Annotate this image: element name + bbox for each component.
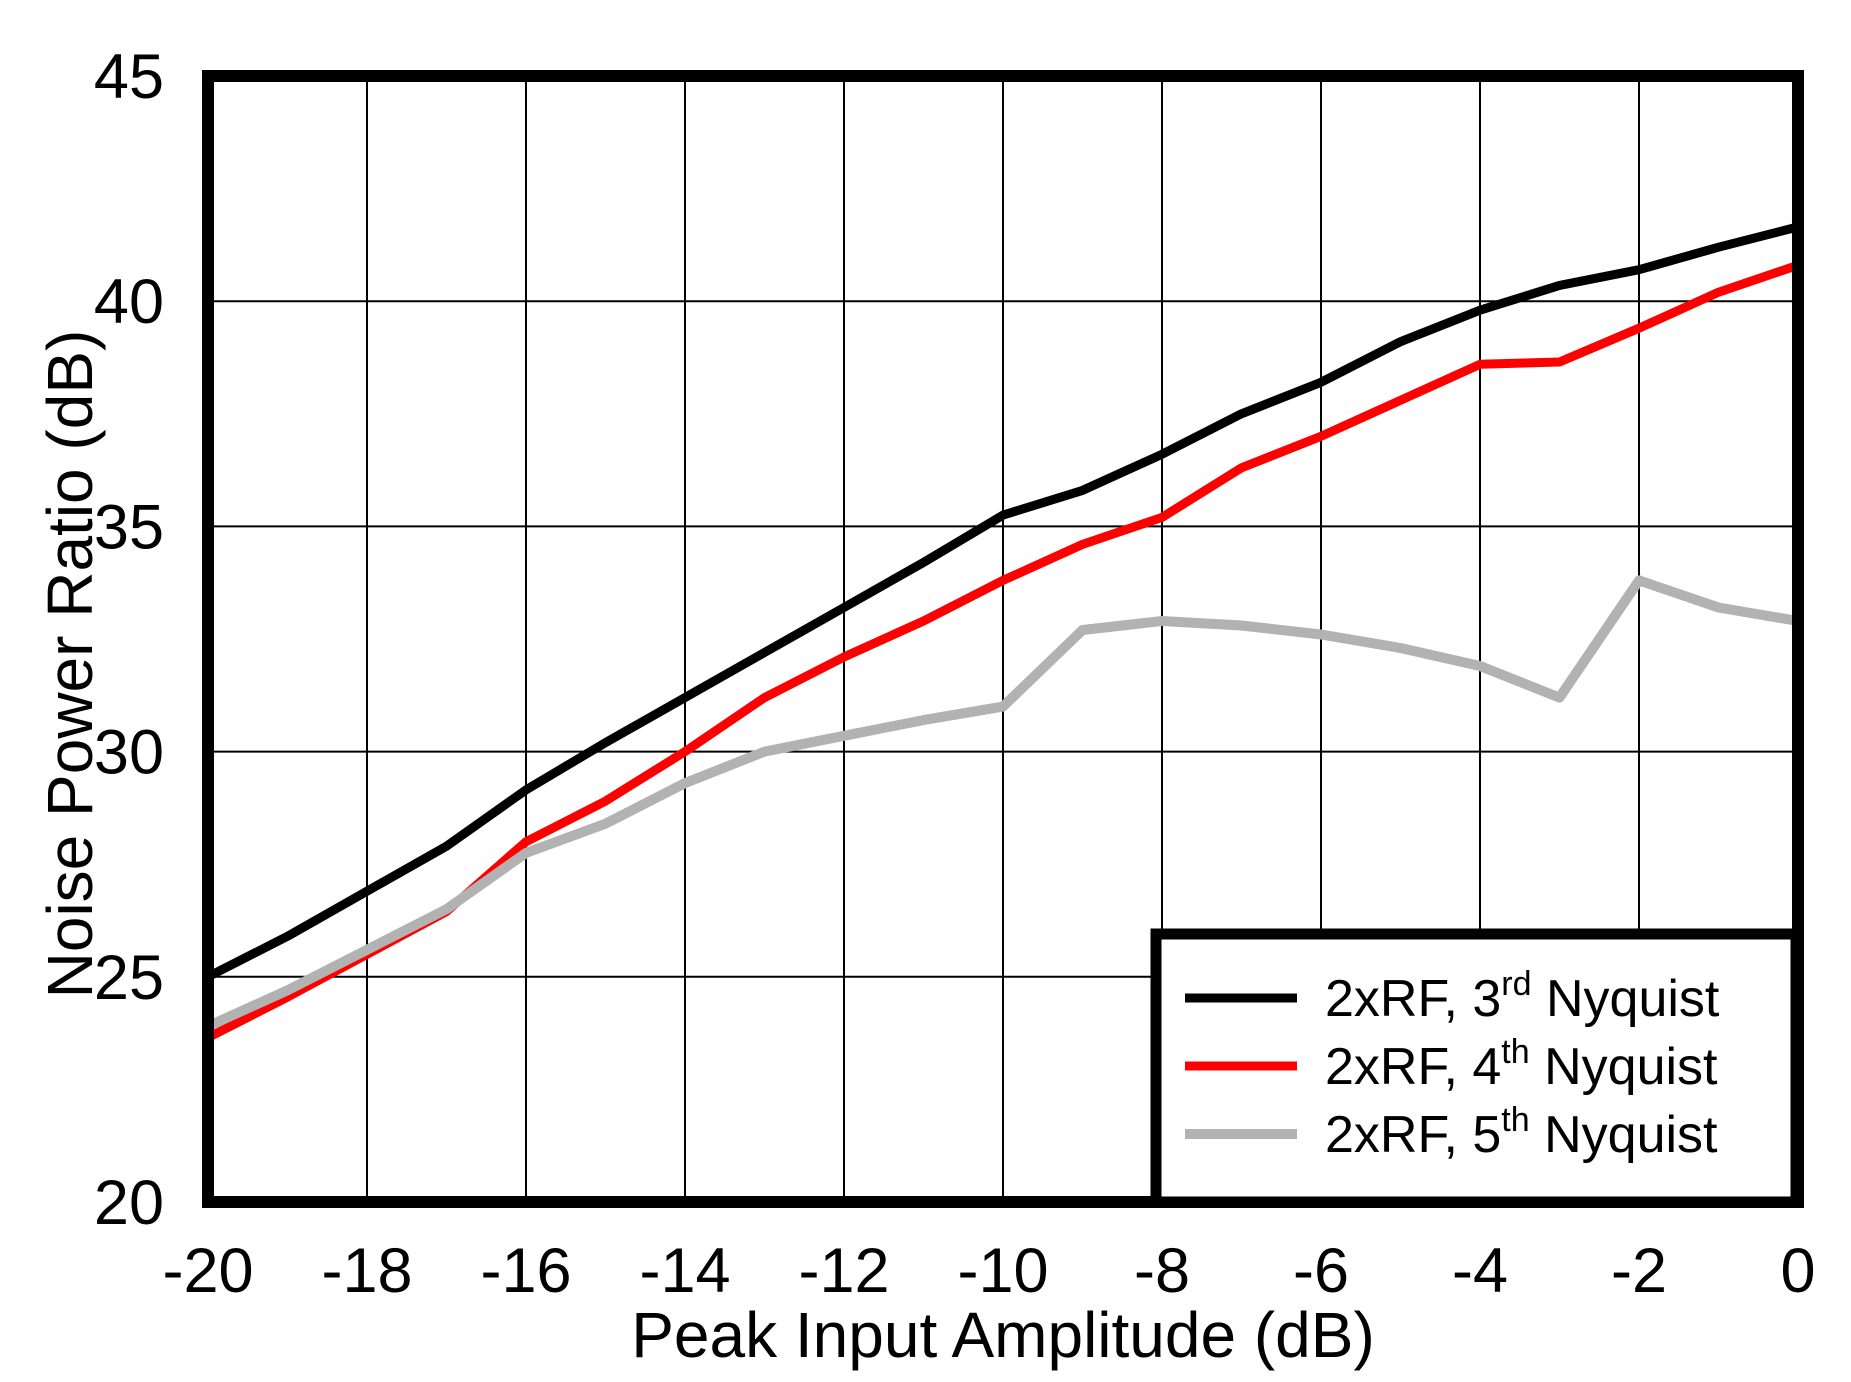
plot-frame — [202, 70, 1804, 1208]
series-line-2xrf-5th-nyquist — [205, 575, 1799, 1031]
y-axis-title: Noise Power Ratio (dB) — [34, 330, 106, 999]
x-tick-label-0: 0 — [1780, 1236, 1815, 1306]
y-tick-label-35: 35 — [94, 492, 164, 562]
x-tick-label--18: -18 — [321, 1236, 412, 1306]
x-tick-label--8: -8 — [1134, 1236, 1190, 1306]
y-tick-label-45: 45 — [94, 42, 164, 112]
legend-item: 2xRF, 4th Nyquist — [1185, 1033, 1718, 1096]
x-axis-title: Peak Input Amplitude (dB) — [631, 1299, 1375, 1371]
legend-label: 2xRF, 4th Nyquist — [1325, 1033, 1718, 1096]
series-lines — [205, 222, 1800, 1042]
legend-item: 2xRF, 3rd Nyquist — [1185, 965, 1720, 1028]
y-tick-label-40: 40 — [94, 267, 164, 337]
legend-item: 2xRF, 5th Nyquist — [1185, 1101, 1718, 1164]
x-tick-label--12: -12 — [798, 1236, 889, 1306]
y-tick-labels: 20 25 30 35 40 45 — [94, 42, 164, 1238]
legend-label: 2xRF, 5th Nyquist — [1325, 1101, 1718, 1164]
x-tick-label--6: -6 — [1293, 1236, 1349, 1306]
y-tick-label-20: 20 — [94, 1168, 164, 1238]
x-tick-label--4: -4 — [1452, 1236, 1508, 1306]
x-tick-label--20: -20 — [162, 1236, 253, 1306]
legend-label: 2xRF, 3rd Nyquist — [1325, 965, 1720, 1028]
legend-box — [1150, 928, 1802, 1208]
series-line-2xrf-3rd-nyquist — [205, 222, 1800, 981]
x-tick-label--14: -14 — [639, 1236, 730, 1306]
x-tick-labels: -20 -18 -16 -14 -12 -10 -8 -6 -4 -2 0 — [162, 1236, 1815, 1306]
y-tick-label-25: 25 — [94, 943, 164, 1013]
x-tick-label--16: -16 — [480, 1236, 571, 1306]
x-tick-label--10: -10 — [957, 1236, 1048, 1306]
x-tick-label--2: -2 — [1611, 1236, 1667, 1306]
y-tick-label-30: 30 — [94, 718, 164, 788]
